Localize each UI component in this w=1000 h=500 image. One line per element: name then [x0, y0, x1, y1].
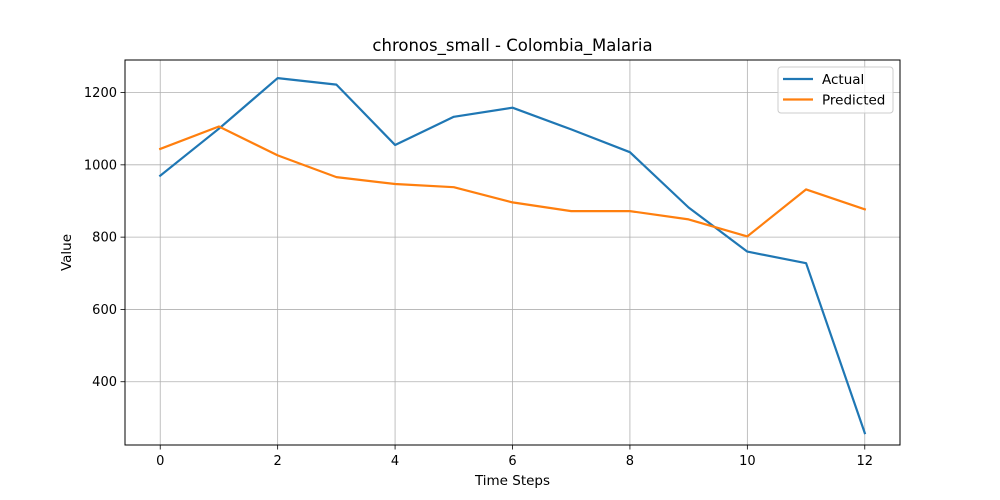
y-tick-label: 600 — [92, 303, 117, 318]
axis-ticks: 0 2 4 6 8 10 12 400 600 800 1000 1200 — [84, 86, 873, 469]
legend-label-predicted: Predicted — [822, 93, 885, 109]
chart-title: chronos_small - Colombia_Malaria — [372, 36, 652, 56]
series-lines — [158, 76, 867, 435]
x-tick-label: 10 — [739, 454, 756, 469]
x-tick-label: 4 — [391, 454, 399, 469]
x-tick-label: 12 — [856, 454, 873, 469]
grid-lines — [125, 60, 900, 445]
series-line-actual — [158, 76, 867, 435]
x-tick-label: 6 — [508, 454, 516, 469]
y-tick-label: 1200 — [84, 86, 117, 101]
y-tick-label: 800 — [92, 231, 117, 246]
x-axis-label: Time Steps — [474, 473, 550, 489]
y-tick-label: 400 — [92, 375, 117, 390]
x-tick-label: 2 — [274, 454, 282, 469]
series-line-predicted — [158, 125, 867, 238]
y-tick-label: 1000 — [84, 158, 117, 173]
x-tick-label: 8 — [626, 454, 634, 469]
x-tick-label: 0 — [156, 454, 164, 469]
legend: Actual Predicted — [777, 66, 894, 114]
legend-label-actual: Actual — [822, 72, 864, 88]
y-axis-label: Value — [59, 234, 75, 271]
